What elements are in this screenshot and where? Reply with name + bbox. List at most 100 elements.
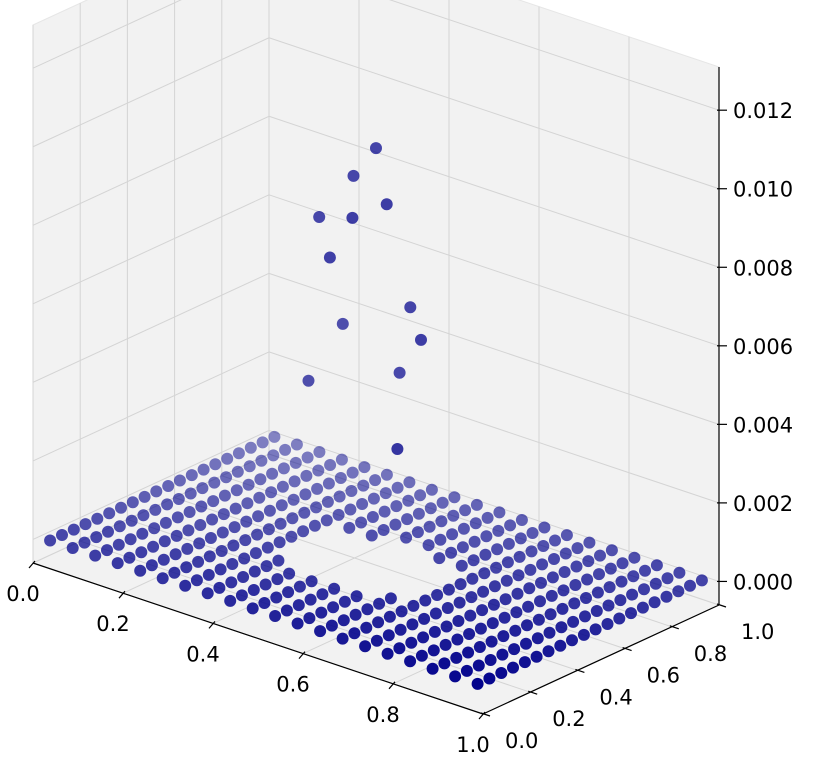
data-point: [190, 574, 203, 587]
data-point: [115, 501, 127, 514]
data-point: [232, 447, 245, 460]
data-point: [486, 617, 499, 630]
data-point: [530, 650, 543, 663]
data-point: [323, 251, 336, 264]
data-point: [500, 574, 513, 587]
data-point: [427, 644, 440, 657]
data-point: [473, 641, 486, 653]
data-point: [254, 473, 267, 486]
y-tick-mark: [575, 668, 585, 673]
chart-axes: [28, 67, 727, 720]
data-point: [380, 468, 393, 481]
data-point: [660, 590, 673, 603]
data-point: [464, 609, 477, 622]
data-point: [79, 518, 92, 531]
data-point: [627, 570, 640, 583]
data-point: [456, 541, 469, 554]
data-point: [628, 551, 641, 564]
data-point: [434, 533, 447, 546]
data-point: [313, 211, 326, 223]
data-point: [626, 588, 639, 601]
data-point: [56, 529, 68, 541]
data-point: [452, 615, 465, 627]
data-point: [263, 504, 276, 517]
z-gridline-left: [32, 0, 182, 69]
data-point: [446, 528, 459, 541]
data-point: [605, 544, 618, 557]
y-tick-label: 1.0: [741, 620, 774, 644]
data-point: [415, 333, 427, 346]
data-point: [207, 495, 220, 508]
data-point: [531, 632, 544, 645]
data-point: [179, 579, 192, 592]
z-tick-label: 0.002: [733, 492, 793, 516]
data-point: [504, 519, 517, 532]
data-point: [293, 580, 306, 593]
data-point: [549, 534, 561, 547]
data-point: [312, 464, 325, 477]
data-point: [276, 480, 289, 493]
data-point: [260, 560, 273, 573]
data-point: [495, 667, 508, 679]
data-point: [579, 610, 591, 623]
data-point: [614, 594, 627, 607]
data-point: [195, 500, 208, 513]
data-point: [590, 605, 603, 617]
data-point: [649, 577, 662, 590]
data-point: [395, 605, 408, 618]
data-point: [380, 198, 393, 211]
data-point: [582, 555, 595, 568]
data-point: [299, 488, 312, 501]
data-point: [382, 629, 395, 642]
data-point: [442, 583, 455, 596]
data-point: [470, 498, 483, 511]
data-point: [123, 551, 136, 564]
data-point: [251, 528, 264, 541]
data-point: [467, 554, 480, 567]
z-gridline-back: [268, 272, 720, 425]
data-point: [111, 557, 124, 570]
data-point: [417, 631, 430, 644]
data-point: [324, 459, 337, 471]
z-gridline-back: [389, 0, 720, 111]
data-point: [171, 511, 184, 524]
y-tick-label: 0.4: [599, 685, 632, 709]
data-point: [270, 591, 283, 604]
data-point: [157, 553, 170, 566]
data-point: [463, 628, 476, 640]
data-point: [648, 596, 661, 609]
data-point: [490, 561, 503, 574]
data-point: [267, 449, 280, 462]
data-point: [238, 552, 251, 565]
data-point: [246, 602, 259, 615]
x-tick-mark: [478, 711, 486, 720]
data-point: [248, 565, 261, 578]
data-point: [218, 489, 231, 502]
data-point: [411, 526, 424, 539]
data-point: [310, 501, 323, 514]
data-point: [335, 453, 348, 466]
data-point: [436, 496, 449, 509]
data-point: [589, 623, 602, 636]
data-point: [348, 627, 361, 640]
data-point: [419, 594, 432, 607]
data-point: [321, 495, 334, 508]
data-point: [532, 613, 545, 626]
data-point: [594, 549, 606, 562]
data-point: [202, 568, 215, 581]
data-point: [344, 503, 357, 516]
data-point: [253, 491, 266, 504]
data-point: [231, 465, 244, 478]
data-point: [180, 561, 193, 574]
data-point: [112, 538, 125, 551]
data-point: [390, 500, 403, 513]
data-point: [262, 523, 275, 536]
data-point: [181, 542, 194, 555]
data-point: [491, 543, 504, 556]
data-point: [414, 489, 427, 502]
data-point: [384, 592, 397, 605]
data-point: [194, 519, 207, 531]
y-axis-line: [482, 604, 720, 715]
data-point: [220, 471, 233, 484]
x-tick-label: 1.0: [456, 733, 489, 757]
